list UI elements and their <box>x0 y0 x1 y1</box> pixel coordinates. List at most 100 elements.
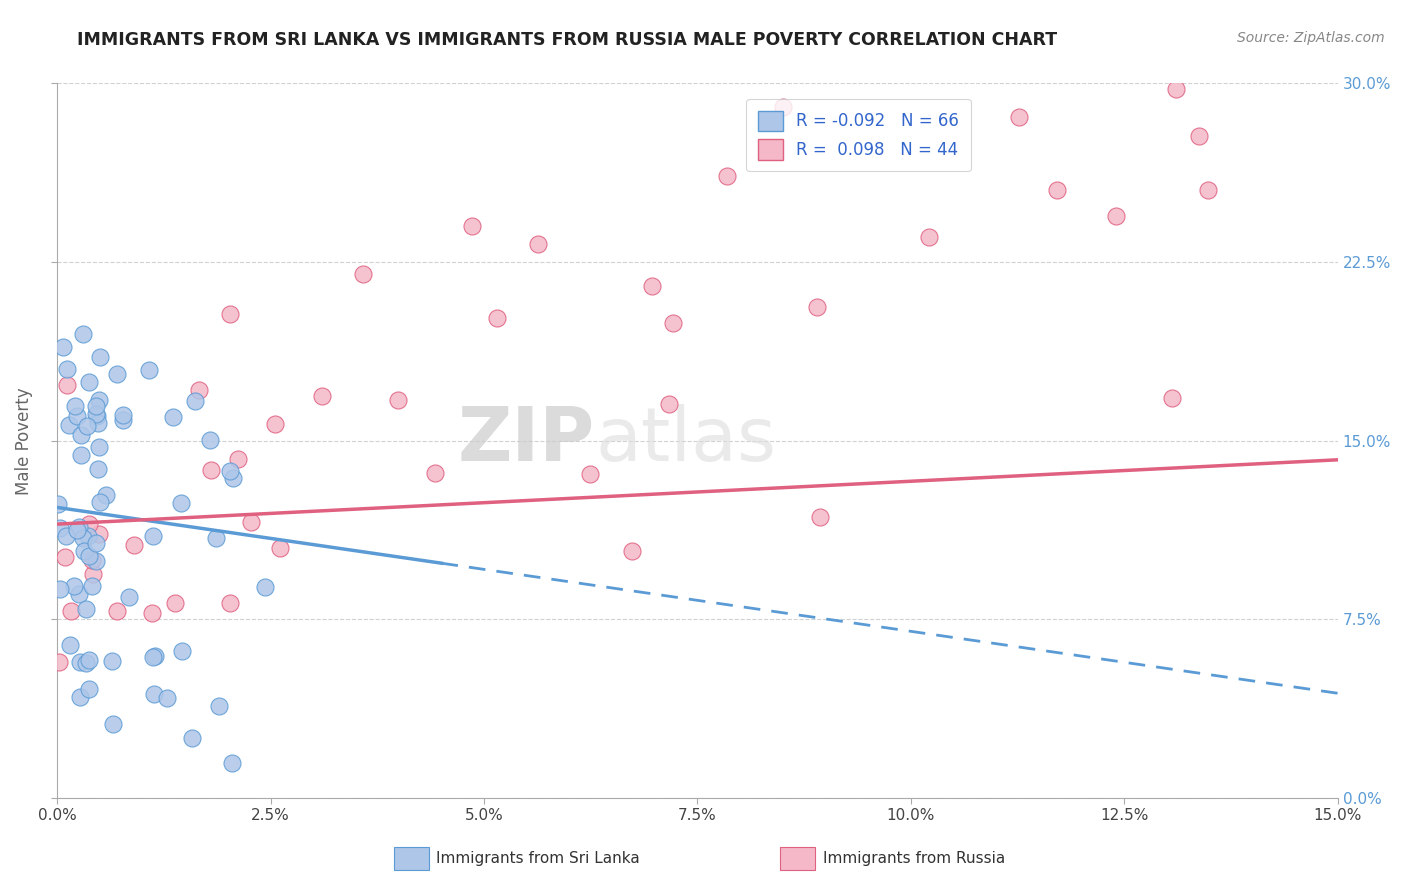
Point <box>163 596 186 610</box>
Point <box>143 648 166 663</box>
Point <box>112 408 135 422</box>
Point <box>658 397 681 411</box>
Y-axis label: Male Poverty: Male Poverty <box>15 387 32 494</box>
Point <box>124 538 146 552</box>
Point <box>1188 128 1211 143</box>
Point <box>111 413 134 427</box>
Point <box>87 416 110 430</box>
Point <box>87 392 110 407</box>
Point <box>226 451 249 466</box>
Point <box>66 523 89 537</box>
Point <box>82 566 104 581</box>
Point <box>56 378 79 392</box>
Point <box>240 515 263 529</box>
Point <box>69 690 91 704</box>
Point <box>578 467 600 482</box>
Point <box>59 604 82 618</box>
Point <box>77 529 100 543</box>
Point <box>58 417 80 432</box>
Point <box>118 590 141 604</box>
Point <box>219 464 242 478</box>
Point <box>621 544 644 558</box>
Text: Immigrants from Russia: Immigrants from Russia <box>823 852 1005 866</box>
Point <box>200 463 222 477</box>
Point <box>269 541 291 555</box>
Point <box>49 582 72 597</box>
Point <box>207 698 229 713</box>
Point <box>527 236 550 251</box>
Point <box>82 553 104 567</box>
Point <box>138 362 160 376</box>
Point <box>72 531 94 545</box>
Point <box>67 519 90 533</box>
Point <box>84 407 107 421</box>
Point <box>716 169 738 184</box>
Point <box>53 549 76 564</box>
Point <box>156 691 179 706</box>
Point <box>75 602 97 616</box>
Point <box>461 219 484 234</box>
Point <box>1166 82 1188 96</box>
Point <box>1046 183 1069 197</box>
Point <box>263 417 285 432</box>
Point <box>810 510 832 524</box>
Point <box>142 650 165 665</box>
Text: ZIP: ZIP <box>458 404 595 477</box>
Point <box>70 428 93 442</box>
Text: atlas: atlas <box>595 404 776 477</box>
Point <box>1008 110 1031 124</box>
Point <box>387 392 409 407</box>
Point <box>96 488 118 502</box>
Point <box>184 394 207 409</box>
Point <box>170 496 193 510</box>
Point <box>89 527 111 541</box>
Point <box>218 307 240 321</box>
Point <box>89 440 111 454</box>
Text: Source: ZipAtlas.com: Source: ZipAtlas.com <box>1237 31 1385 45</box>
Point <box>311 389 333 403</box>
Point <box>143 688 166 702</box>
Point <box>89 494 111 508</box>
Point <box>76 418 98 433</box>
Point <box>181 731 204 745</box>
Point <box>67 587 90 601</box>
Point <box>87 462 110 476</box>
Point <box>253 580 276 594</box>
Point <box>205 531 228 545</box>
Point <box>84 399 107 413</box>
Point <box>79 376 101 390</box>
Legend: R = -0.092   N = 66, R =  0.098   N = 44: R = -0.092 N = 66, R = 0.098 N = 44 <box>747 99 970 171</box>
Point <box>772 100 794 114</box>
Point <box>101 654 124 668</box>
Point <box>423 466 446 480</box>
Text: Immigrants from Sri Lanka: Immigrants from Sri Lanka <box>436 852 640 866</box>
Point <box>77 549 100 563</box>
Point <box>1161 391 1184 405</box>
Point <box>86 409 108 423</box>
Point <box>162 409 184 424</box>
Point <box>105 604 128 618</box>
Point <box>103 716 125 731</box>
Point <box>198 433 221 447</box>
Point <box>141 606 163 620</box>
Point <box>59 638 82 652</box>
Point <box>56 361 79 376</box>
Point <box>218 596 240 610</box>
Point <box>142 529 165 543</box>
Point <box>48 497 70 511</box>
Point <box>84 554 107 568</box>
Point <box>49 520 72 534</box>
Point <box>62 579 84 593</box>
Point <box>662 316 685 330</box>
Point <box>641 279 664 293</box>
Point <box>75 656 97 670</box>
Point <box>65 409 87 423</box>
Point <box>77 682 100 697</box>
Point <box>77 653 100 667</box>
Point <box>89 351 111 365</box>
Point <box>86 535 108 549</box>
Point <box>73 544 96 558</box>
Point <box>222 471 245 485</box>
Point <box>77 516 100 531</box>
Point <box>55 529 77 543</box>
